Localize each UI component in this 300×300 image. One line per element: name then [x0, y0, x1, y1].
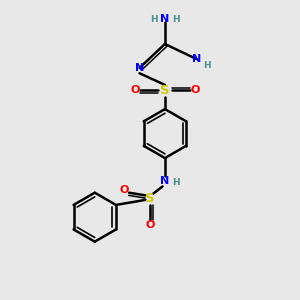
Text: N: N	[135, 63, 144, 73]
Text: N: N	[192, 54, 201, 64]
Text: S: S	[160, 84, 170, 97]
Text: H: H	[150, 15, 158, 24]
Text: H: H	[172, 15, 180, 24]
Text: H: H	[203, 61, 211, 70]
Text: O: O	[120, 185, 129, 195]
Text: O: O	[190, 85, 200, 95]
Text: H: H	[172, 178, 180, 187]
Text: O: O	[130, 85, 140, 95]
Text: N: N	[160, 14, 170, 24]
Text: N: N	[160, 176, 170, 186]
Text: O: O	[145, 220, 155, 230]
Text: S: S	[145, 192, 155, 205]
